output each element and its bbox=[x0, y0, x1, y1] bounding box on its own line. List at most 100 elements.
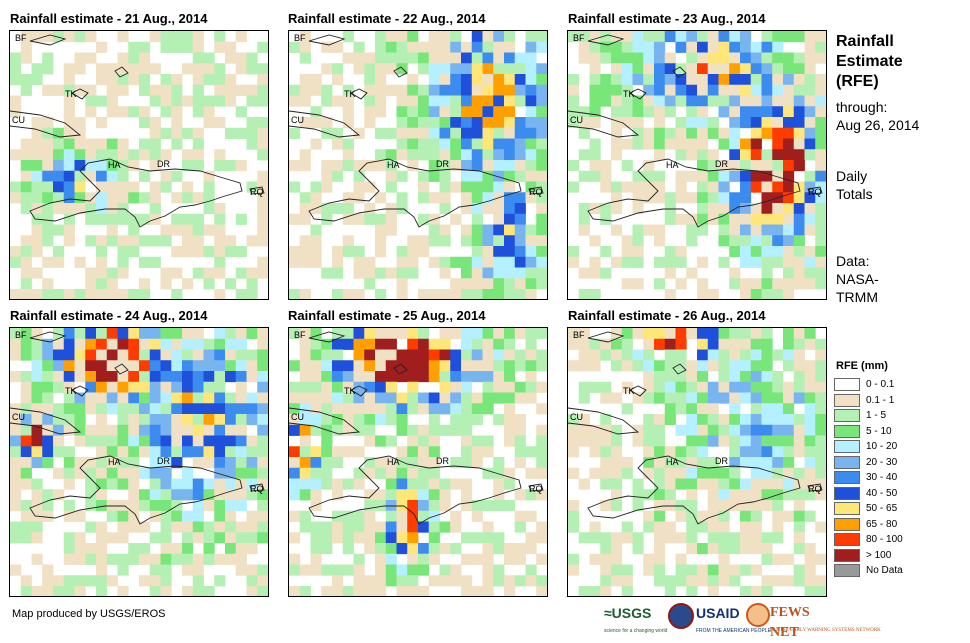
map-label-cu: CU bbox=[570, 412, 583, 422]
rainfall-cell bbox=[804, 575, 816, 587]
rainfall-grid bbox=[568, 31, 826, 299]
rainfall-cell bbox=[310, 235, 322, 247]
rainfall-cell bbox=[342, 31, 354, 43]
rainfall-cell bbox=[740, 106, 752, 118]
rainfall-cell bbox=[493, 392, 505, 404]
rainfall-cell bbox=[697, 203, 709, 215]
rainfall-cell bbox=[621, 74, 633, 86]
rainfall-cell bbox=[772, 424, 784, 436]
rainfall-cell bbox=[96, 500, 108, 512]
rainfall-cell bbox=[514, 235, 526, 247]
rainfall-cell bbox=[310, 521, 322, 533]
rainfall-cell bbox=[225, 532, 237, 544]
rainfall-cell bbox=[804, 564, 816, 576]
rainfall-cell bbox=[600, 41, 612, 53]
rainfall-cell bbox=[63, 31, 75, 43]
rainfall-cell bbox=[461, 235, 473, 247]
rainfall-cell bbox=[729, 127, 741, 139]
rainfall-cell bbox=[643, 95, 655, 107]
rainfall-cell bbox=[128, 235, 140, 247]
rainfall-cell bbox=[621, 564, 633, 576]
rainfall-cell bbox=[149, 31, 161, 43]
rainfall-cell bbox=[525, 127, 537, 139]
map-panel-26[interactable]: BF CU TK HA DR RQ bbox=[567, 327, 827, 597]
rainfall-cell bbox=[139, 84, 151, 96]
rainfall-cell bbox=[707, 160, 719, 172]
rainfall-cell bbox=[493, 381, 505, 393]
rainfall-cell bbox=[31, 267, 43, 279]
rainfall-cell bbox=[117, 31, 129, 43]
rainfall-cell bbox=[407, 446, 419, 458]
usgs-logo[interactable]: ≈USGS science for a changing world bbox=[604, 603, 667, 634]
rainfall-cell bbox=[117, 467, 129, 479]
rainfall-cell bbox=[289, 478, 301, 490]
rainfall-cell bbox=[31, 371, 43, 383]
rainfall-cell bbox=[504, 467, 516, 479]
rainfall-cell bbox=[332, 138, 344, 150]
rainfall-cell bbox=[321, 203, 333, 215]
rainfall-cell bbox=[504, 235, 516, 247]
rainfall-cell bbox=[707, 403, 719, 415]
rainfall-cell bbox=[611, 106, 623, 118]
rainfall-cell bbox=[428, 160, 440, 172]
rainfall-cell bbox=[611, 553, 623, 565]
rainfall-cell bbox=[20, 381, 32, 393]
rainfall-cell bbox=[96, 521, 108, 533]
rainfall-cell bbox=[568, 446, 580, 458]
rainfall-cell bbox=[42, 170, 54, 182]
rainfall-cell bbox=[375, 586, 387, 596]
rainfall-cell bbox=[63, 149, 75, 161]
map-label-tk: TK bbox=[344, 89, 356, 99]
rainfall-cell bbox=[643, 106, 655, 118]
rainfall-cell bbox=[772, 74, 784, 86]
usaid-logo[interactable]: USAID FROM THE AMERICAN PEOPLE bbox=[696, 603, 771, 634]
rainfall-cell bbox=[428, 371, 440, 383]
rainfall-cell bbox=[375, 521, 387, 533]
rainfall-cell bbox=[686, 424, 698, 436]
rainfall-cell bbox=[385, 31, 397, 43]
rainfall-cell bbox=[740, 224, 752, 236]
rainfall-cell bbox=[257, 149, 268, 161]
rainfall-cell bbox=[375, 457, 387, 469]
rainfall-cell bbox=[815, 127, 826, 139]
rainfall-cell bbox=[536, 467, 547, 479]
rainfall-cell bbox=[96, 256, 108, 268]
rainfall-cell bbox=[718, 564, 730, 576]
map-panel-25[interactable]: BF CU TK HA DR RQ bbox=[288, 327, 548, 597]
rainfall-cell bbox=[493, 543, 505, 555]
rainfall-cell bbox=[128, 360, 140, 372]
rainfall-cell bbox=[63, 543, 75, 555]
rainfall-cell bbox=[42, 457, 54, 469]
rainfall-cell bbox=[654, 371, 666, 383]
rainfall-cell bbox=[471, 138, 483, 150]
rainfall-cell bbox=[740, 328, 752, 340]
rainfall-cell bbox=[525, 41, 537, 53]
map-panel-22[interactable]: BF CU TK HA DR RQ bbox=[288, 30, 548, 300]
map-panel-24[interactable]: BF CU TK HA DR RQ bbox=[9, 327, 269, 597]
rainfall-cell bbox=[718, 489, 730, 501]
rainfall-cell bbox=[171, 392, 183, 404]
rainfall-cell bbox=[53, 138, 65, 150]
rainfall-cell bbox=[74, 181, 86, 193]
rainfall-cell bbox=[342, 192, 354, 204]
rainfall-cell bbox=[600, 414, 612, 426]
rainfall-cell bbox=[482, 278, 494, 290]
rainfall-cell bbox=[353, 289, 365, 299]
rainfall-cell bbox=[675, 117, 687, 129]
rainfall-cell bbox=[192, 138, 204, 150]
rainfall-cell bbox=[804, 360, 816, 372]
rainfall-cell bbox=[783, 203, 795, 215]
rainfall-cell bbox=[675, 424, 687, 436]
rainfall-cell bbox=[299, 149, 311, 161]
map-label-rq: RQ bbox=[808, 187, 822, 197]
rainfall-cell bbox=[718, 338, 730, 350]
rainfall-cell bbox=[664, 349, 676, 361]
rainfall-cell bbox=[375, 84, 387, 96]
map-panel-23[interactable]: BF CU TK HA DR RQ bbox=[567, 30, 827, 300]
rainfall-cell bbox=[375, 63, 387, 75]
map-panel-21[interactable]: BF CU TK HA DR RQ bbox=[9, 30, 269, 300]
rainfall-cell bbox=[407, 543, 419, 555]
fews-net-logo[interactable]: FEWS NET FAMINE EARLY WARNING SYSTEMS NE… bbox=[770, 603, 881, 640]
rainfall-cell bbox=[375, 543, 387, 555]
rainfall-cell bbox=[63, 235, 75, 247]
